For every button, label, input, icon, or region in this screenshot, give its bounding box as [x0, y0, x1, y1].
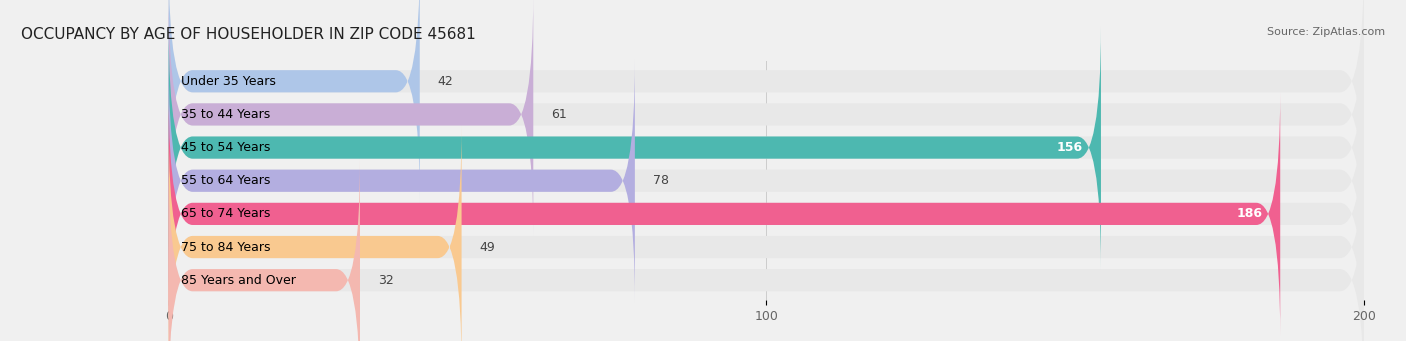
FancyBboxPatch shape — [169, 26, 1364, 269]
Text: 61: 61 — [551, 108, 567, 121]
Text: 45 to 54 Years: 45 to 54 Years — [180, 141, 270, 154]
FancyBboxPatch shape — [169, 159, 360, 341]
Text: 65 to 74 Years: 65 to 74 Years — [180, 207, 270, 220]
Text: 32: 32 — [378, 274, 394, 287]
Text: 186: 186 — [1236, 207, 1263, 220]
Text: 49: 49 — [479, 240, 495, 254]
FancyBboxPatch shape — [169, 0, 1364, 236]
Text: Source: ZipAtlas.com: Source: ZipAtlas.com — [1267, 27, 1385, 37]
FancyBboxPatch shape — [169, 125, 461, 341]
FancyBboxPatch shape — [169, 0, 1364, 203]
Text: Under 35 Years: Under 35 Years — [180, 75, 276, 88]
Text: 85 Years and Over: 85 Years and Over — [180, 274, 295, 287]
Text: 156: 156 — [1057, 141, 1083, 154]
Text: 35 to 44 Years: 35 to 44 Years — [180, 108, 270, 121]
Text: 78: 78 — [652, 174, 669, 187]
Text: 55 to 64 Years: 55 to 64 Years — [180, 174, 270, 187]
Text: 42: 42 — [437, 75, 453, 88]
FancyBboxPatch shape — [169, 59, 1364, 302]
Text: 75 to 84 Years: 75 to 84 Years — [180, 240, 270, 254]
FancyBboxPatch shape — [169, 92, 1281, 336]
FancyBboxPatch shape — [169, 26, 1101, 269]
FancyBboxPatch shape — [169, 125, 1364, 341]
Text: OCCUPANCY BY AGE OF HOUSEHOLDER IN ZIP CODE 45681: OCCUPANCY BY AGE OF HOUSEHOLDER IN ZIP C… — [21, 27, 475, 42]
FancyBboxPatch shape — [169, 92, 1364, 336]
FancyBboxPatch shape — [169, 59, 636, 302]
FancyBboxPatch shape — [169, 0, 533, 236]
FancyBboxPatch shape — [169, 0, 420, 203]
FancyBboxPatch shape — [169, 159, 1364, 341]
